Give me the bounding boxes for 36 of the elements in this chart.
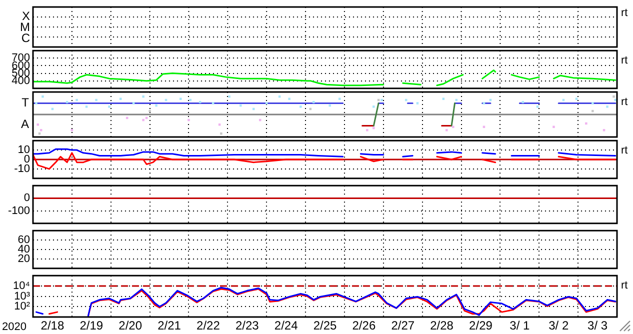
x-tick-label: 2/27 bbox=[391, 318, 415, 333]
x-tick-label: 2/29 bbox=[469, 318, 493, 333]
text: rt bbox=[621, 280, 628, 292]
y-tick-label: 400 bbox=[12, 74, 30, 87]
y-tick-label: 10⁴ bbox=[13, 280, 30, 292]
point bbox=[614, 98, 617, 102]
series-label: A bbox=[20, 116, 29, 131]
text: rt bbox=[621, 144, 628, 157]
x-tick-label: 3/ 2 bbox=[548, 318, 569, 333]
y-tick-label: 20 bbox=[18, 252, 30, 265]
text: rt bbox=[621, 54, 628, 67]
x-tick-label: 2/24 bbox=[274, 318, 298, 333]
x-tick-label: 2/26 bbox=[352, 318, 376, 333]
text: M bbox=[20, 20, 30, 34]
point bbox=[252, 108, 255, 110]
x-tick-label: 2/20 bbox=[118, 318, 142, 333]
y-tick-label: -100 bbox=[8, 204, 30, 217]
text: C bbox=[21, 30, 30, 44]
y-tick-label: 0 bbox=[24, 192, 30, 204]
x-tick-label: 3/ 3 bbox=[588, 318, 608, 333]
x-tick-label: 2/28 bbox=[430, 318, 454, 333]
y-tick-label: 10 bbox=[18, 144, 30, 156]
text: rt bbox=[621, 7, 628, 19]
x-tick-label: 2/25 bbox=[313, 318, 337, 333]
x-tick-label: 3/ 1 bbox=[510, 318, 530, 333]
x-tick-label: 2/23 bbox=[235, 318, 260, 333]
x-tick-label: 2/21 bbox=[158, 318, 182, 333]
x-tick-label: 2/19 bbox=[80, 318, 104, 333]
text: X bbox=[22, 8, 30, 22]
x-tick-label: 2/18 bbox=[40, 318, 64, 333]
text: rt bbox=[621, 96, 628, 108]
y-tick-label: 10² bbox=[14, 300, 30, 313]
y-tick-label: 10³ bbox=[14, 290, 30, 302]
series-label: T bbox=[22, 96, 30, 110]
x-axis-title: 2020 bbox=[2, 321, 26, 334]
x-tick-label: 2/22 bbox=[196, 318, 220, 333]
